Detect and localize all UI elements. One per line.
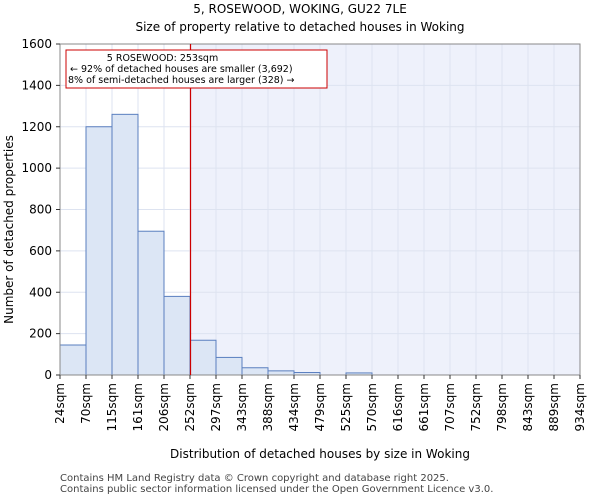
- footer-copyright: Contains HM Land Registry data © Crown c…: [60, 473, 449, 484]
- x-tick-label: 70sqm: [79, 383, 93, 424]
- histogram-bar: [85, 126, 113, 376]
- histogram-bar: [163, 295, 191, 376]
- y-tick-label: 1400: [21, 78, 52, 92]
- y-tick-label: 1200: [21, 120, 52, 134]
- chart-title: 5, ROSEWOOD, WOKING, GU22 7LE: [193, 2, 407, 16]
- histogram-bar: [59, 344, 87, 376]
- y-tick-label: 0: [44, 368, 52, 382]
- y-axis-label: Number of detached properties: [2, 135, 16, 324]
- x-tick-label: 206sqm: [157, 383, 171, 431]
- x-tick-label: 115sqm: [105, 383, 119, 431]
- x-tick-label: 570sqm: [365, 383, 379, 431]
- x-tick-label: 616sqm: [391, 383, 405, 431]
- x-tick-label: 297sqm: [209, 383, 223, 431]
- footer-licence: Contains public sector information licen…: [60, 484, 494, 495]
- histogram-bar: [137, 230, 165, 376]
- y-tick-label: 800: [29, 203, 52, 217]
- x-tick-label: 934sqm: [573, 383, 587, 431]
- x-tick-label: 388sqm: [261, 383, 275, 431]
- annotation-line-3: 8% of semi-detached houses are larger (3…: [68, 75, 295, 86]
- annotation-box: [65, 49, 328, 89]
- x-tick-label: 343sqm: [235, 383, 249, 431]
- x-tick-label: 24sqm: [53, 383, 67, 424]
- y-tick-label: 1000: [21, 161, 52, 175]
- x-tick-label: 707sqm: [443, 383, 457, 431]
- y-tick-label: 1600: [21, 37, 52, 51]
- annotation-line-1: 5 ROSEWOOD: 253sqm: [107, 53, 218, 64]
- chart-subtitle: Size of property relative to detached ho…: [135, 20, 465, 34]
- x-tick-label: 525sqm: [339, 383, 353, 431]
- x-tick-label: 252sqm: [183, 383, 197, 431]
- y-tick-label: 400: [29, 285, 52, 299]
- x-axis-label: Distribution of detached houses by size …: [170, 447, 470, 461]
- x-tick-label: 798sqm: [495, 383, 509, 431]
- histogram-bar: [215, 356, 243, 376]
- histogram-bar: [241, 367, 269, 376]
- x-tick-label: 161sqm: [131, 383, 145, 431]
- x-tick-label: 434sqm: [287, 383, 301, 431]
- histogram-bar: [111, 113, 139, 376]
- histogram-bar: [267, 370, 295, 376]
- x-tick-label: 843sqm: [521, 383, 535, 431]
- x-tick-label: 661sqm: [417, 383, 431, 431]
- y-tick-label: 200: [29, 327, 52, 341]
- y-tick-label: 600: [29, 244, 52, 258]
- x-tick-label: 889sqm: [547, 383, 561, 431]
- x-tick-label: 752sqm: [469, 383, 483, 431]
- annotation-line-2: ← 92% of detached houses are smaller (3,…: [70, 64, 293, 75]
- x-tick-label: 479sqm: [313, 383, 327, 431]
- histogram-bar: [189, 339, 217, 376]
